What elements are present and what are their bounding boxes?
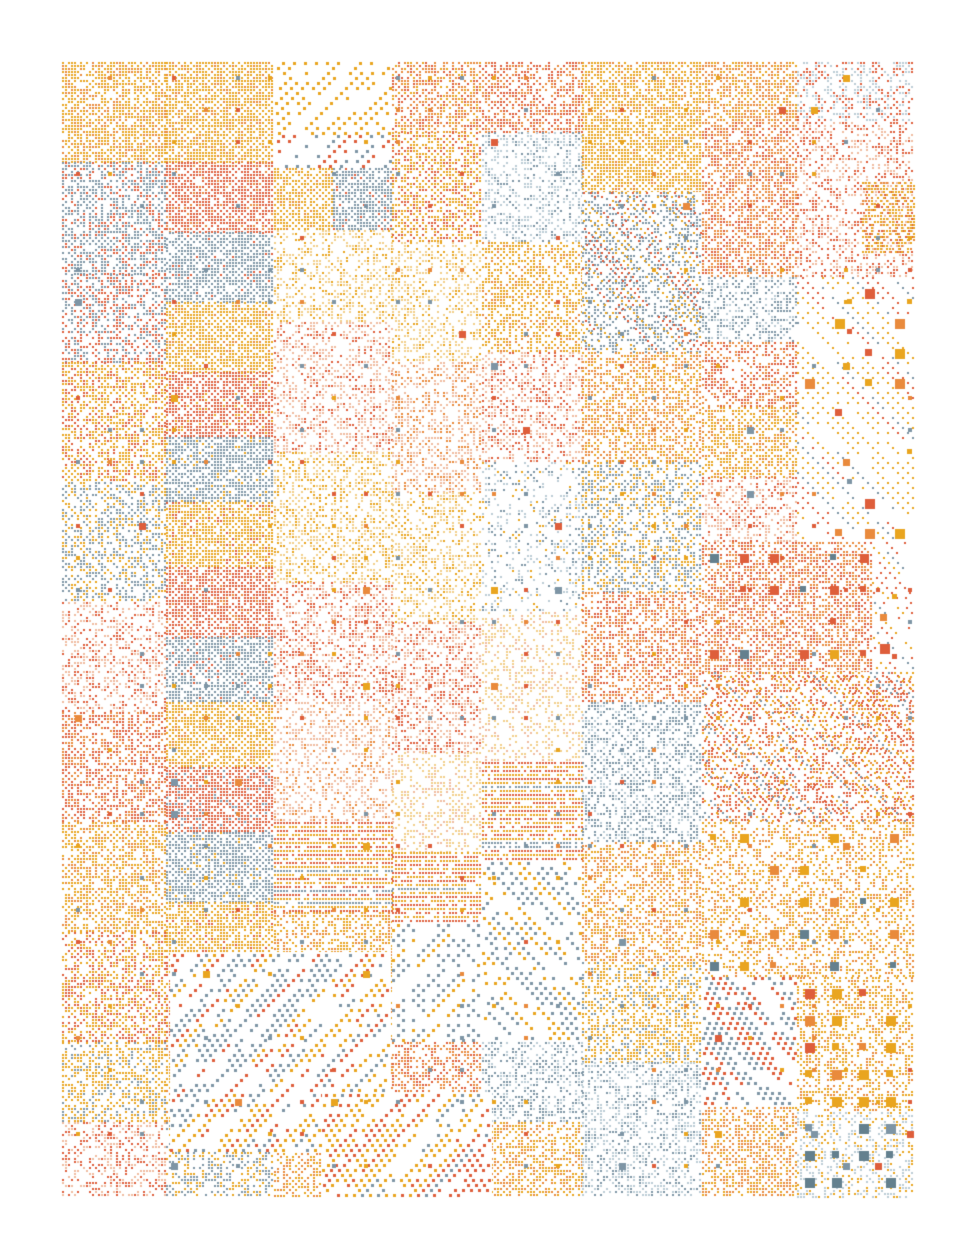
generative-artwork-canvas [0,0,977,1260]
artwork-page [0,0,977,1260]
generative-artwork [0,0,977,1260]
